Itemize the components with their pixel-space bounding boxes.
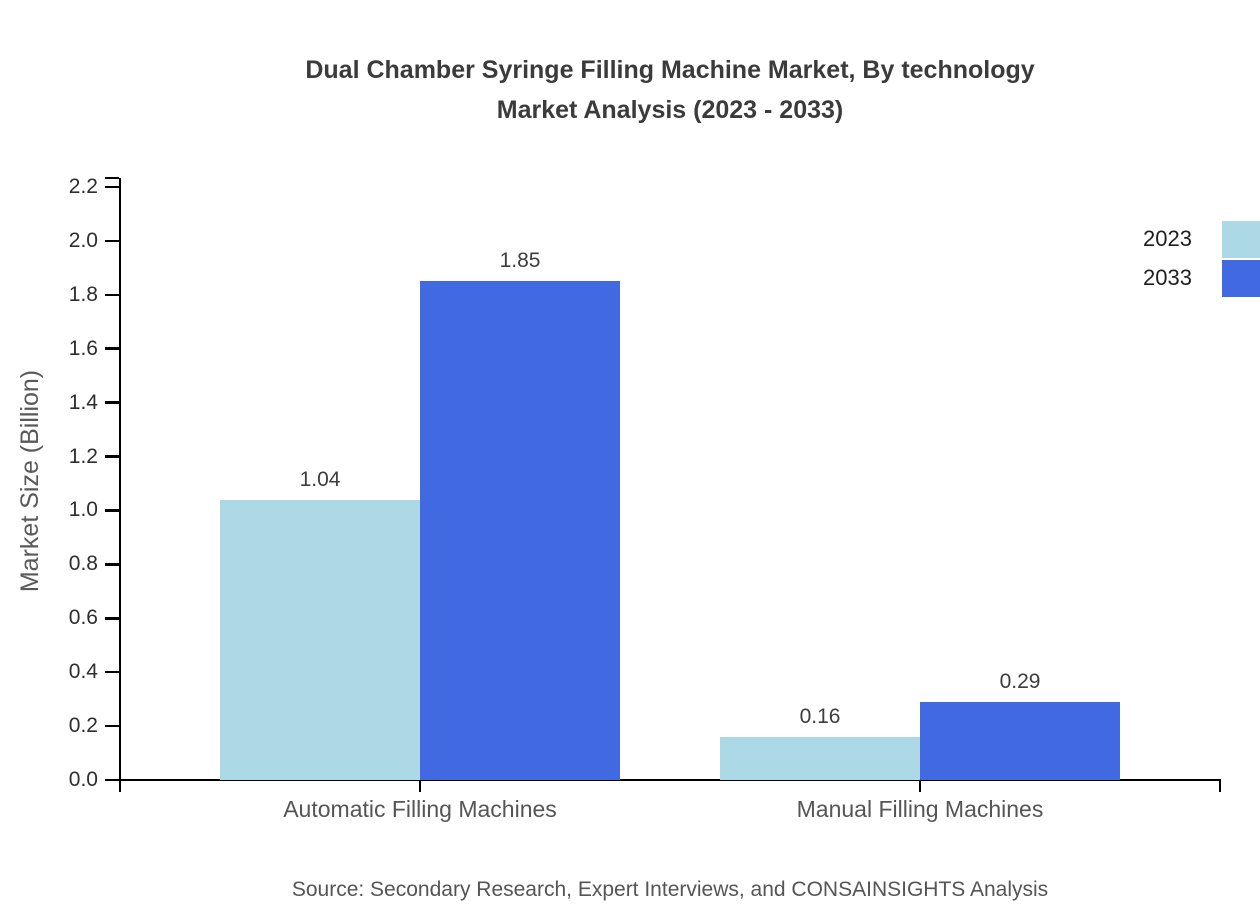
- legend-swatch-2033: [1222, 259, 1260, 297]
- bar-2023-1: [220, 499, 420, 780]
- y-tick-label: 0.8: [68, 552, 98, 576]
- y-tick-mark: [105, 455, 119, 458]
- y-tick-mark: [105, 347, 119, 350]
- y-tick-mark: [105, 563, 119, 566]
- y-tick-label: 2.0: [68, 228, 98, 252]
- legend-label-2023: 2023: [1143, 226, 1192, 251]
- legend-item-2033: 2033: [1080, 259, 1260, 297]
- chart-title-line2: Market Analysis (2023 - 2033): [496, 96, 844, 124]
- y-tick-label: 2.2: [68, 175, 98, 198]
- chart-title: Dual Chamber Syringe Filling Machine Mar…: [80, 50, 1260, 130]
- y-axis-line: [118, 178, 122, 792]
- legend-label-2033: 2033: [1143, 265, 1192, 290]
- y-tick-label: 0.2: [68, 714, 98, 738]
- value-label-2033-2: 0.29: [999, 669, 1041, 693]
- legend: 2023 2033: [1080, 220, 1260, 298]
- y-tick-mark: [105, 293, 119, 297]
- legend-item-2023: 2023: [1080, 220, 1260, 258]
- y-axis-cap-tick: [105, 176, 119, 180]
- y-tick-label: 0.4: [68, 660, 98, 684]
- category-label-1: Automatic Filling Machines: [283, 796, 557, 822]
- source-note: Source: Secondary Research, Expert Inter…: [291, 878, 1049, 901]
- bar-2033-1: [420, 281, 620, 780]
- value-label-2023-2: 0.16: [799, 704, 841, 728]
- y-tick-mark: [105, 509, 119, 512]
- chart-title-line1: Dual Chamber Syringe Filling Machine Mar…: [305, 56, 1035, 84]
- y-tick-label: 1.2: [68, 444, 98, 468]
- y-axis-title: Market Size (Billion): [16, 369, 44, 593]
- category-label-2: Manual Filling Machines: [796, 796, 1044, 822]
- y-tick-mark: [105, 185, 119, 189]
- y-tick-label: 1.4: [68, 390, 98, 414]
- y-tick-mark: [105, 778, 119, 782]
- y-tick-label: 1.6: [68, 336, 98, 360]
- x-tick-mark: [418, 780, 422, 792]
- x-axis-line: [118, 778, 1222, 782]
- y-tick-label: 0.6: [68, 606, 98, 630]
- y-tick-mark: [105, 617, 119, 620]
- y-tick-mark: [105, 239, 119, 243]
- x-tick-mark: [1218, 780, 1222, 792]
- value-label-2023-1: 1.04: [299, 467, 341, 491]
- legend-swatch-2023: [1222, 220, 1260, 258]
- y-tick-mark: [105, 724, 119, 728]
- y-tick-label: 1.0: [68, 498, 98, 522]
- y-tick-label: 0.0: [68, 768, 98, 791]
- y-tick-mark: [105, 401, 119, 404]
- y-tick-label: 1.8: [68, 282, 98, 306]
- y-tick-mark: [105, 670, 119, 674]
- bar-2033-2: [920, 701, 1120, 780]
- x-tick-mark: [918, 780, 922, 792]
- value-label-2033-1: 1.85: [499, 249, 541, 273]
- bar-2023-2: [720, 736, 920, 780]
